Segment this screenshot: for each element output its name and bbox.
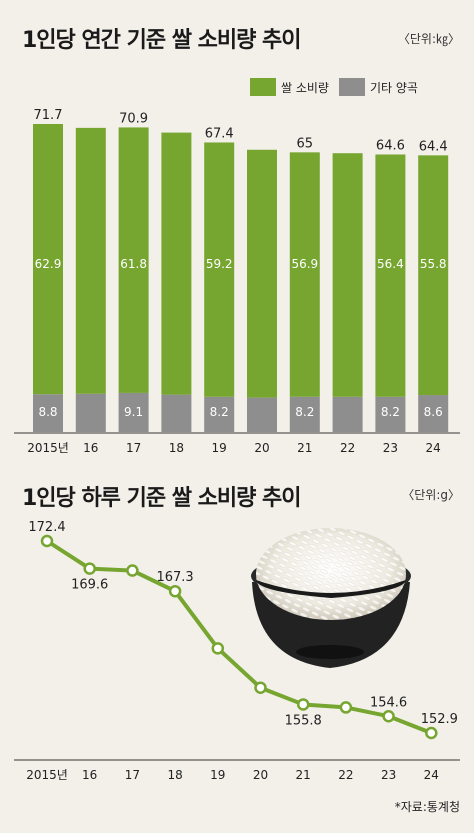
x-tick-label: 23 [381, 768, 396, 782]
bar-rice [118, 127, 149, 393]
bar-other [204, 396, 235, 432]
line-point [168, 584, 182, 598]
bar-other [75, 393, 106, 432]
bar-rice [33, 124, 63, 395]
legend-item-other: 기타 양곡 [338, 78, 418, 96]
x-tick-label: 2015년 [26, 768, 68, 782]
line-point [211, 642, 225, 655]
x-tick-label: 17 [125, 768, 140, 782]
bar-other-label: 8.2 [295, 405, 314, 419]
line-point-label: 172.4 [28, 520, 65, 535]
bar-other-label: 8.2 [210, 405, 229, 419]
bar-rice [75, 127, 106, 394]
legend-swatch-rice [250, 78, 276, 96]
line-point-label: 154.6 [370, 695, 407, 710]
line-point-label: 155.8 [285, 713, 322, 728]
bar-rice-label: 62.9 [35, 257, 62, 271]
legend-label-other: 기타 양곡 [369, 80, 418, 95]
bar-other [118, 392, 149, 432]
bar-rice [375, 154, 406, 397]
bar-rice-label: 55.8 [420, 257, 447, 271]
line-point [126, 564, 139, 577]
x-tick-label: 23 [383, 441, 398, 455]
bar-other-label: 8.2 [381, 405, 400, 419]
x-tick-label: 17 [126, 441, 141, 455]
x-tick-label: 21 [297, 441, 312, 455]
annual-unit-label: 〈단위:㎏〉 [397, 32, 460, 46]
x-tick-label: 16 [82, 768, 97, 782]
bar-other [375, 396, 406, 432]
line-point [425, 726, 438, 740]
x-tick-label: 24 [426, 441, 441, 455]
bar-total-label: 70.9 [119, 111, 148, 126]
bar-rice [418, 155, 449, 396]
line-point-label: 167.3 [156, 570, 193, 585]
bar-other [418, 395, 449, 432]
bar-total-label: 71.7 [34, 108, 63, 123]
x-tick-label: 19 [212, 441, 227, 455]
legend-item-rice: 쌀 소비량 [250, 78, 329, 96]
x-tick-label: 18 [167, 768, 182, 782]
x-tick-label: 18 [169, 441, 184, 455]
rice-bowl-illustration [251, 528, 411, 668]
legend-label-rice: 쌀 소비량 [281, 80, 329, 95]
bar-rice-label: 56.4 [377, 257, 404, 271]
x-tick-label: 20 [253, 768, 268, 782]
bar-rice [161, 132, 192, 395]
bar-total-label: 65 [297, 136, 314, 151]
bar-rice-label: 56.9 [291, 257, 318, 271]
line-point [254, 681, 267, 694]
bar-rice-label: 61.8 [120, 257, 147, 271]
bar-rice-label: 59.2 [206, 257, 233, 271]
bar-other [161, 394, 192, 432]
x-tick-label: 21 [296, 768, 311, 782]
bar-other-label: 9.1 [124, 405, 143, 419]
bar-rice [332, 153, 363, 397]
annual-bar-chart: 62.9 8.8 71.7 2015년 16 61.8 9.1 70.9 17 18 59.2 8.2… [14, 108, 460, 455]
line-point [339, 701, 353, 714]
source-note: *자료:통계청 [394, 800, 460, 814]
daily-chart-title: 1인당 하루 기준 쌀 소비량 추이 [22, 486, 301, 511]
bar-total-label: 64.4 [419, 139, 448, 154]
bar-rice [289, 152, 320, 397]
bar-total-label: 64.6 [376, 138, 405, 153]
legend-swatch-other [338, 78, 365, 96]
line-point-label: 152.9 [421, 712, 458, 727]
bar-rice [247, 149, 277, 398]
line-point [83, 562, 96, 575]
legend: 쌀 소비량 기타 양곡 [250, 78, 428, 96]
bar-other [33, 394, 63, 432]
annual-chart-title: 1인당 연간 기준 쌀 소비량 추이 [22, 28, 301, 53]
x-tick-label: 20 [254, 441, 269, 455]
line-point [382, 710, 395, 723]
line-point [296, 698, 310, 711]
daily-series-line [45, 539, 433, 735]
bar-other [247, 397, 277, 432]
x-tick-label: 22 [340, 441, 355, 455]
bar-other [289, 396, 320, 432]
x-tick-label: 19 [210, 768, 225, 782]
x-tick-label: 22 [338, 768, 353, 782]
x-tick-label: 16 [83, 441, 98, 455]
daily-unit-label: 〈단위:g〉 [402, 488, 460, 502]
x-tick-label: 24 [424, 768, 439, 782]
x-tick-label: 2015년 [27, 441, 69, 455]
daily-line-chart: 172.4 169.6 167.3 155.8 154.6 152.9 2015년 16 17 1… [14, 520, 460, 782]
line-point-label: 169.6 [71, 578, 108, 593]
bar-other-label: 8.6 [424, 405, 443, 419]
bar-total-label: 67.4 [205, 126, 234, 141]
line-point [40, 534, 54, 548]
bar-other [332, 396, 363, 432]
bar-rice [204, 142, 235, 397]
bar-other-label: 8.8 [38, 405, 57, 419]
